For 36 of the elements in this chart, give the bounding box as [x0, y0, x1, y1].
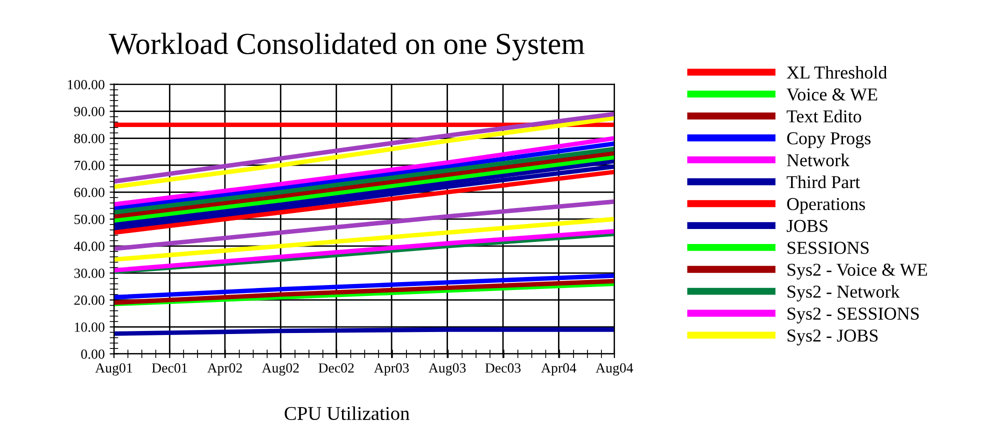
x-tick-label: Apr04 — [541, 363, 576, 376]
y-tick-label: 80.00 — [74, 134, 104, 144]
legend-label: Copy Progs — [787, 132, 871, 148]
y-tick-label: 100.00 — [68, 80, 104, 90]
y-tick-label: 0.00 — [81, 349, 104, 359]
legend-label: Third Part — [786, 176, 860, 188]
legend-label: Sys2 - JOBS — [788, 330, 878, 346]
y-tick-label: 60.00 — [74, 188, 104, 198]
y-tick-label: 40.00 — [74, 242, 104, 252]
x-tick-label: Aug03 — [428, 363, 466, 376]
x-tick-label: Dec03 — [485, 363, 521, 373]
x-tick-label: Dec02 — [318, 363, 354, 373]
legend-label: XL Threshold — [786, 66, 887, 79]
legend-label: Text Edito — [786, 110, 862, 122]
y-tick-label: 10.00 — [74, 322, 104, 332]
legend-label: SESSIONS — [788, 242, 869, 254]
x-tick-label: Aug01 — [95, 363, 132, 376]
x-tick-label: Apr02 — [207, 363, 242, 376]
legend-label: Voice & WE — [786, 88, 878, 101]
y-tick-label: 50.00 — [74, 214, 104, 224]
legend-label: Sys2 - Voice & WE — [788, 264, 927, 280]
x-tick-label: Aug04 — [596, 363, 634, 376]
x-tick-label: Apr03 — [374, 363, 409, 376]
y-tick-label: 20.00 — [74, 296, 104, 305]
y-tick-label: 90.00 — [74, 106, 104, 116]
legend-label: Operations — [787, 198, 865, 214]
legend-label: Network — [786, 154, 850, 166]
x-tick-label: Aug02 — [262, 363, 299, 376]
x-tick-label: Dec01 — [152, 363, 187, 373]
y-tick-label: 30.00 — [74, 268, 104, 278]
legend-label: Sys2 - SESSIONS — [788, 308, 919, 324]
chart-title: Workload Consolidated on one System — [108, 32, 584, 61]
text: CPU Utilization — [284, 406, 410, 420]
legend-label: JOBS — [786, 220, 828, 232]
y-tick-label: 70.00 — [74, 160, 104, 170]
legend-label: Sys2 - Network — [788, 285, 900, 302]
